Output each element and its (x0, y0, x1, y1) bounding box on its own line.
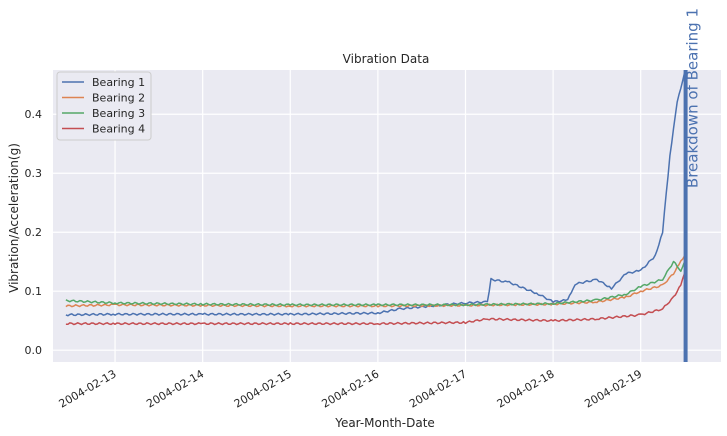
breakdown-annotation: Breakdown of Bearing 1 (684, 8, 702, 188)
x-tick-label: 2004-02-17 (407, 367, 469, 410)
series-line-bearing-4 (65, 273, 686, 326)
y-tick-label: 0.0 (25, 344, 43, 357)
series-line-bearing-3 (65, 260, 686, 307)
grid (53, 70, 721, 362)
y-axis-label: Vibration/Acceleration(g) (7, 143, 21, 293)
x-tick-label: 2004-02-15 (232, 367, 294, 410)
y-tick-label: 0.1 (25, 285, 43, 298)
x-tick-label: 2004-02-18 (495, 367, 557, 410)
y-ticks: 0.0 0.1 0.2 0.3 0.4 (25, 108, 43, 357)
legend-label: Bearing 1 (92, 76, 145, 89)
annotation-group: Breakdown of Bearing 1 (683, 8, 702, 362)
legend: Bearing 1 Bearing 2 Bearing 3 Bearing 4 (56, 71, 152, 141)
x-tick-label: 2004-02-16 (320, 367, 382, 410)
x-tick-label: 2004-02-19 (582, 367, 644, 410)
series-line-bearing-1 (65, 72, 686, 317)
chart-title: Vibration Data (343, 52, 430, 66)
x-tick-label: 2004-02-13 (57, 367, 119, 410)
series-lines (65, 72, 686, 326)
legend-label: Bearing 4 (92, 123, 145, 136)
y-tick-label: 0.3 (25, 167, 43, 180)
x-ticks: 2004-02-13 2004-02-14 2004-02-15 2004-02-16… (57, 367, 645, 410)
y-tick-label: 0.4 (25, 108, 43, 121)
x-axis-label: Year-Month-Date (334, 416, 435, 430)
legend-label: Bearing 3 (92, 107, 145, 120)
y-tick-label: 0.2 (25, 226, 43, 239)
legend-label: Bearing 2 (92, 92, 145, 105)
x-tick-label: 2004-02-14 (144, 367, 206, 410)
legend-box (56, 71, 152, 141)
